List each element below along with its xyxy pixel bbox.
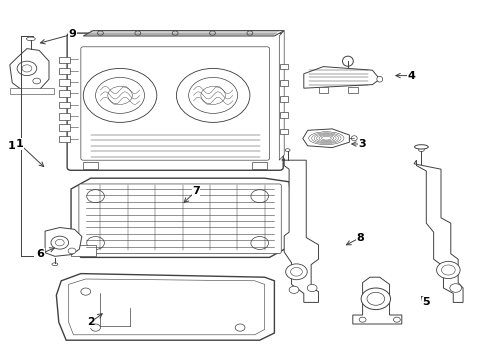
Polygon shape [304,67,380,88]
Polygon shape [303,129,349,148]
FancyBboxPatch shape [81,47,270,160]
Circle shape [81,288,91,295]
Polygon shape [252,162,267,169]
Polygon shape [353,277,402,324]
Ellipse shape [377,76,383,82]
Circle shape [87,190,104,203]
Circle shape [22,65,32,72]
Ellipse shape [415,145,428,149]
Polygon shape [45,228,82,256]
Circle shape [210,31,216,35]
Circle shape [251,237,269,249]
Polygon shape [69,279,265,335]
Text: 4: 4 [408,71,416,81]
Circle shape [87,237,104,249]
Ellipse shape [26,37,35,41]
Polygon shape [10,49,49,90]
Bar [59,79,70,86]
Bar [59,90,70,97]
Text: 3: 3 [359,139,367,149]
Ellipse shape [343,56,353,66]
Circle shape [441,265,455,275]
Text: 6: 6 [37,249,45,259]
Bar [59,125,70,131]
Bar [280,96,288,102]
Circle shape [307,284,317,292]
Circle shape [17,61,37,76]
Circle shape [201,86,225,104]
Bar [280,129,288,134]
Polygon shape [83,162,98,169]
Circle shape [450,284,462,292]
Circle shape [98,31,103,35]
Circle shape [286,264,307,280]
Bar [59,68,70,74]
Bar [280,112,288,118]
Circle shape [172,31,178,35]
Circle shape [367,292,385,305]
Circle shape [289,286,299,293]
Circle shape [251,190,269,203]
Text: 7: 7 [192,186,200,196]
Polygon shape [348,87,358,93]
Ellipse shape [418,148,424,152]
Circle shape [247,31,253,35]
Polygon shape [318,87,328,93]
Polygon shape [83,31,284,36]
Circle shape [176,68,250,122]
Polygon shape [279,31,284,160]
Polygon shape [282,158,319,302]
Circle shape [359,317,366,322]
Circle shape [291,267,302,276]
Circle shape [393,317,400,322]
Circle shape [437,261,460,279]
Bar [59,57,70,63]
Polygon shape [71,178,294,257]
Ellipse shape [351,136,357,141]
Bar [59,102,70,108]
Circle shape [83,68,157,122]
Bar [280,80,288,86]
Circle shape [189,77,238,113]
Text: 8: 8 [356,233,364,243]
Circle shape [51,236,69,249]
FancyBboxPatch shape [79,184,281,253]
Circle shape [91,324,100,331]
Circle shape [96,77,145,113]
Bar [59,113,70,120]
Polygon shape [414,160,463,302]
Text: 1: 1 [16,139,24,149]
Bar [280,64,288,69]
Ellipse shape [52,263,58,266]
Text: 2: 2 [87,317,95,327]
Circle shape [361,288,391,310]
Circle shape [135,31,141,35]
Ellipse shape [309,132,344,145]
FancyBboxPatch shape [67,33,283,170]
Text: 9: 9 [69,29,76,39]
Circle shape [33,78,41,84]
Circle shape [108,86,132,104]
Text: 5: 5 [422,297,430,307]
Circle shape [55,239,64,246]
Circle shape [235,324,245,331]
Polygon shape [56,274,274,340]
Polygon shape [10,88,54,94]
Ellipse shape [285,149,290,152]
Text: 1: 1 [8,141,16,151]
Polygon shape [71,245,96,256]
Bar [59,136,70,142]
Circle shape [68,248,76,254]
